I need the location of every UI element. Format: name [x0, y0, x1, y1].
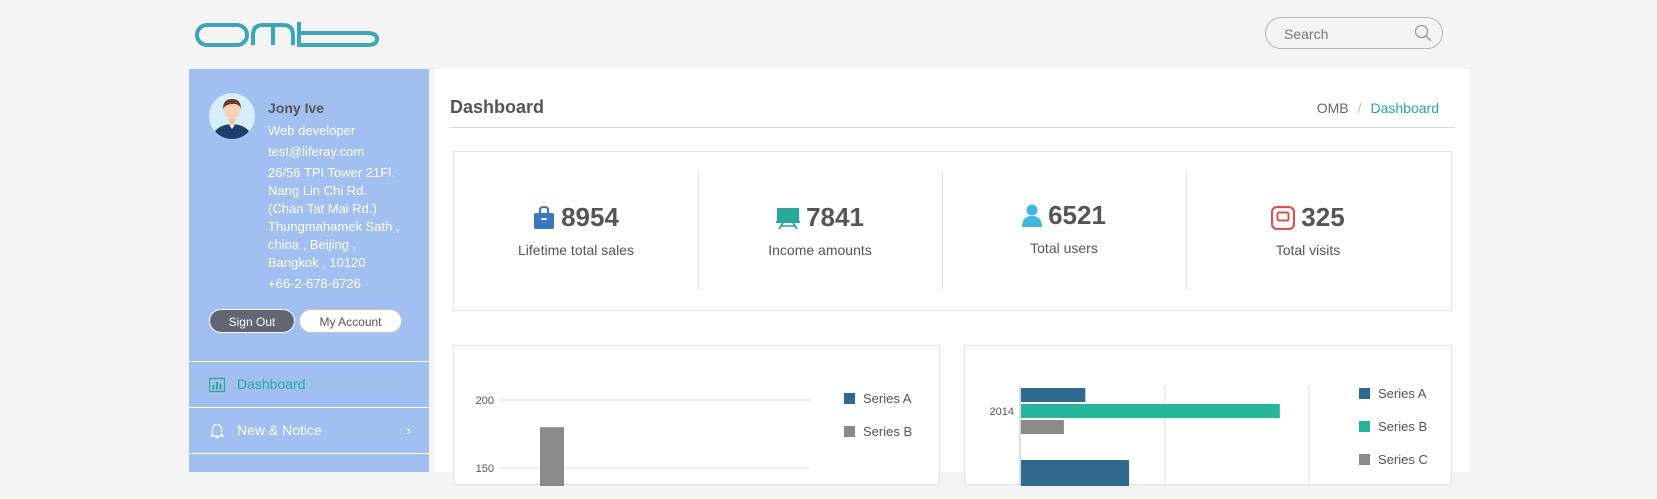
stat-total-users: 6521 Total users [942, 172, 1187, 290]
avatar [209, 93, 255, 139]
legend-item[interactable]: Series A [844, 391, 911, 406]
profile-name: Jony Ive [268, 100, 325, 116]
visits-icon [1271, 205, 1296, 230]
chart-card-vertical-bars: 200 150 Series A Series B [453, 345, 940, 486]
profile-address-line: Nang Lin Chi Rd. [268, 183, 367, 198]
profile-email[interactable]: test@liferay.com [268, 144, 365, 159]
search-input[interactable] [1284, 24, 1404, 44]
stats-panel: 8954 Lifetime total sales 7841 Income am… [453, 151, 1452, 311]
stat-label: Lifetime total sales [518, 242, 634, 258]
bar [1021, 404, 1280, 418]
bar [1021, 388, 1086, 402]
sidebar: Jony Ive Web developer test@liferay.com … [189, 69, 429, 472]
legend-swatch [844, 426, 855, 437]
profile-address-line: Bangkok , 10120 [268, 255, 366, 270]
chart-card-horizontal-bars: 2014 Series A Series B Series C [964, 345, 1452, 486]
chevron-right-icon: › [406, 422, 411, 438]
legend-label: Series A [863, 391, 912, 406]
legend-label: Series B [863, 424, 913, 439]
bell-icon [209, 423, 225, 439]
bar [1021, 420, 1064, 434]
legend-item[interactable]: Series C [1359, 452, 1428, 467]
bar [1021, 460, 1129, 486]
sidebar-item-label: Dashboard [237, 376, 306, 392]
legend-item[interactable]: Series A [1359, 386, 1426, 401]
title-divider [450, 127, 1455, 128]
breadcrumb: OMB / Dashboard [1317, 100, 1439, 116]
stat-lifetime-sales: 8954 Lifetime total sales [454, 172, 699, 290]
search-box[interactable] [1265, 17, 1443, 49]
stat-label: Total visits [1275, 242, 1341, 258]
stat-value: 7841 [806, 202, 864, 232]
sidebar-item[interactable] [189, 453, 429, 499]
stat-value: 6521 [1048, 200, 1106, 230]
legend-swatch [1359, 421, 1370, 432]
bar [540, 427, 564, 486]
user-icon [1022, 204, 1043, 227]
legend-item[interactable]: Series B [1359, 419, 1427, 434]
my-account-button[interactable]: My Account [299, 309, 402, 333]
shopping-bag-icon [534, 205, 555, 229]
profile-phone: +66-2-678-6726 [268, 276, 361, 291]
legend-label: Series A [1378, 386, 1427, 401]
search-icon[interactable] [1414, 24, 1432, 42]
presentation-icon [776, 207, 801, 230]
profile-address-line: china , Beijing , [268, 237, 357, 252]
stat-label: Income amounts [768, 242, 872, 258]
legend-item[interactable]: Series B [844, 424, 912, 439]
stat-income: 7841 Income amounts [698, 172, 943, 290]
profile-address-line: 26/56 TPI Tower 21Fl. [268, 165, 395, 180]
breadcrumb-item-dashboard: Dashboard [1370, 100, 1440, 116]
legend-swatch [1359, 388, 1370, 399]
bar-chart-icon [209, 377, 225, 393]
legend-swatch [1359, 454, 1370, 465]
sidebar-item-new-notice[interactable]: New & Notice › [189, 407, 429, 453]
profile-card: Jony Ive Web developer test@liferay.com … [189, 69, 429, 361]
profile-address-line: Thungmahamek Sath , [268, 219, 400, 234]
omb-logo[interactable] [195, 22, 380, 48]
y-tick-label: 200 [476, 395, 494, 407]
profile-address-line: (Chan Tat Mai Rd.) [268, 201, 377, 216]
sidebar-item-dashboard[interactable]: Dashboard [189, 361, 429, 407]
breadcrumb-item-omb[interactable]: OMB [1316, 100, 1349, 116]
main-content: Dashboard OMB / Dashboard 8954 Lifetime to… [435, 69, 1469, 486]
profile-role: Web developer [268, 123, 356, 138]
vertical-bar-chart: 200 150 [476, 395, 810, 486]
legend-label: Series C [1378, 452, 1428, 467]
sidebar-item-label: New & Notice [237, 422, 322, 438]
legend-swatch [844, 393, 855, 404]
sign-out-button[interactable]: Sign Out [209, 309, 295, 333]
breadcrumb-separator: / [1357, 100, 1362, 116]
stat-label: Total users [1030, 240, 1098, 256]
y-category-label: 2014 [990, 406, 1014, 418]
stat-value: 8954 [561, 202, 619, 232]
profile-info: Jony Ive Web developer test@liferay.com … [268, 99, 428, 293]
y-tick-label: 150 [476, 463, 494, 475]
stat-total-visits: 325 Total visits [1186, 172, 1430, 290]
stat-value: 325 [1301, 202, 1345, 232]
page-title: Dashboard [450, 97, 545, 117]
legend-label: Series B [1378, 419, 1428, 434]
